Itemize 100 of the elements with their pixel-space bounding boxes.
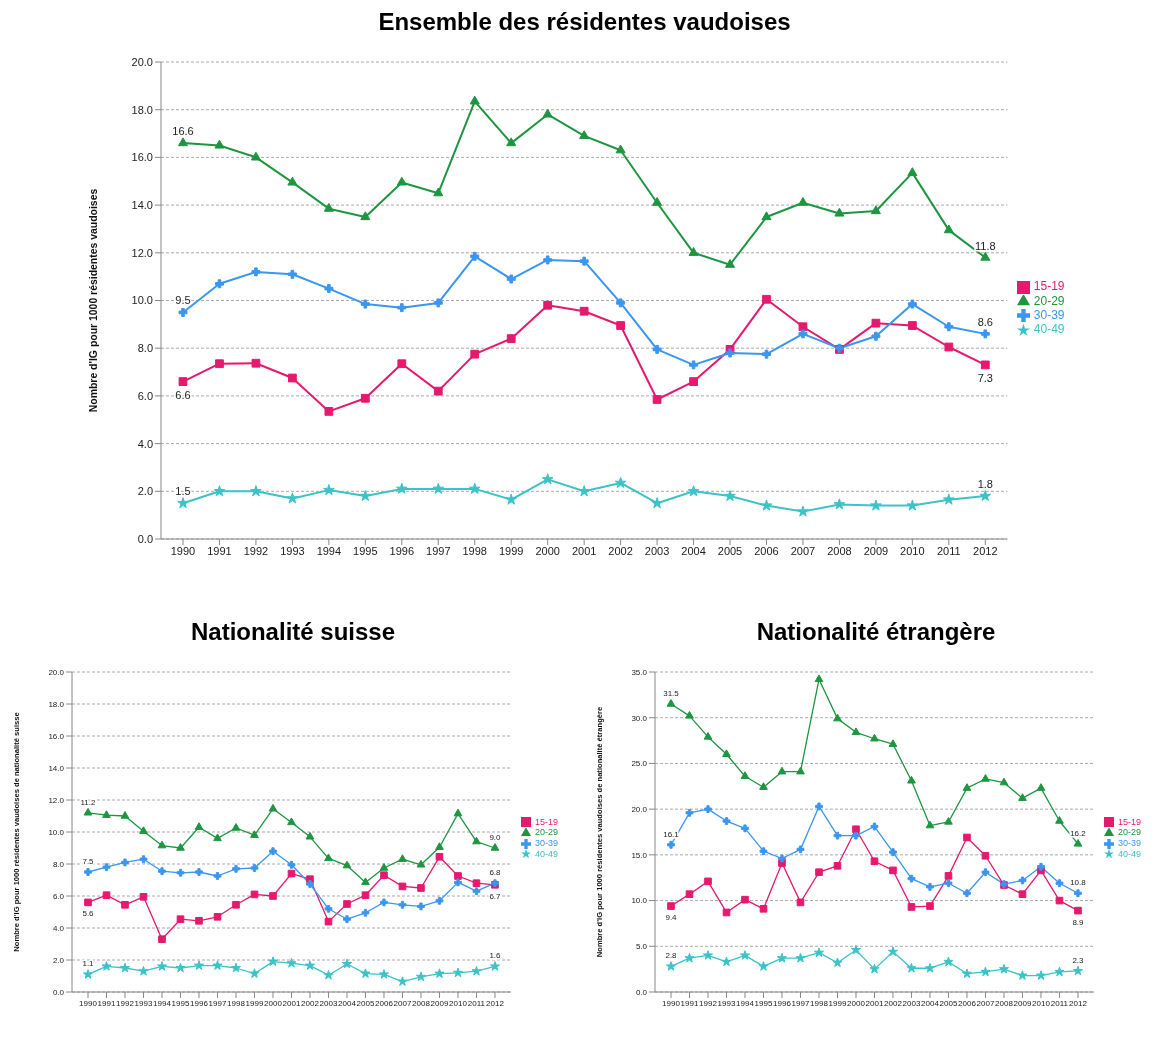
y-axis-title: Nombre d'IG pour 1000 résidentes vaudoises bbox=[87, 188, 99, 413]
data-label: 16.6 bbox=[171, 125, 194, 138]
x-tick-label: 1991 bbox=[97, 998, 116, 1008]
x-tick-label: 2004 bbox=[921, 998, 940, 1008]
y-tick-label: 14.0 bbox=[131, 199, 153, 212]
x-tick-label: 2007 bbox=[976, 998, 995, 1008]
y-tick-label: 10.0 bbox=[131, 294, 153, 307]
x-tick-label: 1991 bbox=[206, 544, 232, 557]
x-tick-label: 2000 bbox=[264, 998, 283, 1008]
data-label: 1.1 bbox=[82, 959, 95, 969]
data-label: 7.3 bbox=[977, 371, 993, 384]
x-tick-label: 2001 bbox=[865, 998, 884, 1008]
y-tick-label: 12.0 bbox=[131, 246, 153, 259]
legend-label: 30-39 bbox=[1033, 308, 1065, 322]
x-tick-label: 1994 bbox=[736, 998, 755, 1008]
data-label: 6.8 bbox=[489, 868, 502, 878]
x-tick-label: 1999 bbox=[245, 998, 264, 1008]
data-label: 1.6 bbox=[489, 951, 502, 961]
x-tick-label: 1996 bbox=[190, 998, 209, 1008]
y-tick-label: 6.0 bbox=[137, 389, 153, 402]
x-tick-label: 2010 bbox=[449, 998, 468, 1008]
x-tick-label: 1998 bbox=[227, 998, 246, 1008]
data-label: 31.5 bbox=[663, 689, 680, 698]
data-label: 6.7 bbox=[489, 891, 502, 901]
data-label: 2.8 bbox=[665, 951, 678, 961]
x-tick-label: 1993 bbox=[134, 998, 153, 1008]
data-label: 1.5 bbox=[174, 485, 191, 498]
x-tick-label: 2006 bbox=[375, 998, 394, 1008]
x-tick-label: 1996 bbox=[389, 544, 414, 557]
x-tick-label: 1994 bbox=[316, 544, 341, 557]
x-tick-label: 1996 bbox=[773, 998, 792, 1008]
x-tick-label: 2012 bbox=[972, 544, 998, 557]
x-tick-label: 1992 bbox=[116, 998, 135, 1008]
data-label: 7.5 bbox=[82, 857, 95, 866]
chart-title: Ensemble des résidentes vaudoises bbox=[377, 8, 792, 37]
data-label: 11.2 bbox=[80, 797, 97, 807]
chart-title: Nationalité étrangère bbox=[755, 618, 997, 647]
x-tick-label: 2002 bbox=[301, 998, 320, 1008]
y-tick-label: 8.0 bbox=[52, 859, 65, 869]
y-tick-label: 10.0 bbox=[631, 896, 648, 906]
x-tick-label: 2006 bbox=[753, 544, 779, 557]
x-tick-label: 2004 bbox=[680, 544, 706, 557]
legend-label: 20-29 bbox=[1033, 293, 1065, 308]
y-tick-label: 16.0 bbox=[48, 731, 65, 741]
x-tick-label: 2007 bbox=[790, 544, 815, 557]
x-tick-label: 2005 bbox=[939, 998, 958, 1008]
data-label: 1.8 bbox=[977, 478, 993, 491]
x-tick-label: 1994 bbox=[153, 998, 172, 1008]
y-tick-label: 25.0 bbox=[631, 759, 648, 769]
x-tick-label: 1998 bbox=[462, 544, 487, 557]
y-tick-label: 5.0 bbox=[635, 942, 648, 952]
y-tick-label: 20.0 bbox=[48, 667, 65, 677]
x-tick-label: 1995 bbox=[754, 998, 773, 1008]
legend-label: 40-49 bbox=[1033, 322, 1065, 337]
y-tick-label: 4.0 bbox=[52, 923, 65, 933]
y-tick-label: 16.0 bbox=[131, 151, 153, 164]
x-tick-label: 2012 bbox=[1069, 998, 1088, 1008]
x-tick-label: 1997 bbox=[208, 998, 227, 1008]
y-tick-label: 18.0 bbox=[48, 699, 65, 709]
data-label: 8.9 bbox=[1072, 917, 1085, 927]
legend-label: 15-19 bbox=[1117, 816, 1141, 827]
legend-label: 15-19 bbox=[1033, 279, 1065, 294]
x-tick-label: 2009 bbox=[863, 544, 888, 557]
x-tick-label: 1992 bbox=[699, 998, 718, 1008]
x-tick-label: 2007 bbox=[393, 998, 412, 1008]
y-tick-label: 30.0 bbox=[631, 713, 648, 723]
x-tick-label: 2008 bbox=[412, 998, 431, 1008]
y-tick-label: 18.0 bbox=[131, 103, 153, 116]
x-tick-label: 2001 bbox=[571, 544, 596, 557]
chart-title: Nationalité suisse bbox=[189, 618, 397, 647]
x-tick-label: 2003 bbox=[319, 998, 338, 1008]
x-tick-label: 2008 bbox=[995, 998, 1014, 1008]
x-tick-label: 1995 bbox=[352, 544, 378, 557]
data-label: 9.0 bbox=[489, 833, 502, 842]
x-tick-label: 2011 bbox=[467, 998, 486, 1008]
data-label: 8.6 bbox=[977, 315, 993, 328]
x-tick-label: 1992 bbox=[243, 544, 268, 557]
x-tick-label: 2008 bbox=[826, 544, 852, 557]
y-tick-label: 4.0 bbox=[137, 437, 153, 450]
y-tick-label: 35.0 bbox=[631, 667, 648, 677]
x-tick-label: 2010 bbox=[1032, 998, 1051, 1008]
y-tick-label: 6.0 bbox=[52, 891, 65, 901]
x-tick-label: 1991 bbox=[680, 998, 699, 1008]
data-label: 9.5 bbox=[174, 294, 191, 307]
data-label: 11.8 bbox=[974, 239, 996, 252]
x-tick-label: 2011 bbox=[936, 544, 961, 557]
x-tick-label: 2004 bbox=[338, 998, 357, 1008]
legend-label: 30-39 bbox=[1117, 838, 1141, 848]
x-tick-label: 2005 bbox=[356, 998, 375, 1008]
x-tick-label: 2010 bbox=[899, 544, 925, 557]
data-label: 16.2 bbox=[1070, 828, 1087, 838]
y-tick-label: 2.0 bbox=[52, 955, 65, 965]
x-tick-label: 1997 bbox=[425, 544, 451, 557]
data-label: 9.4 bbox=[665, 913, 678, 923]
x-tick-label: 2009 bbox=[430, 998, 449, 1008]
x-tick-label: 1990 bbox=[662, 998, 681, 1008]
x-tick-label: 1993 bbox=[279, 544, 305, 557]
data-label: 5.6 bbox=[82, 909, 95, 919]
data-label: 6.6 bbox=[174, 388, 191, 401]
x-tick-label: 1990 bbox=[170, 544, 195, 557]
